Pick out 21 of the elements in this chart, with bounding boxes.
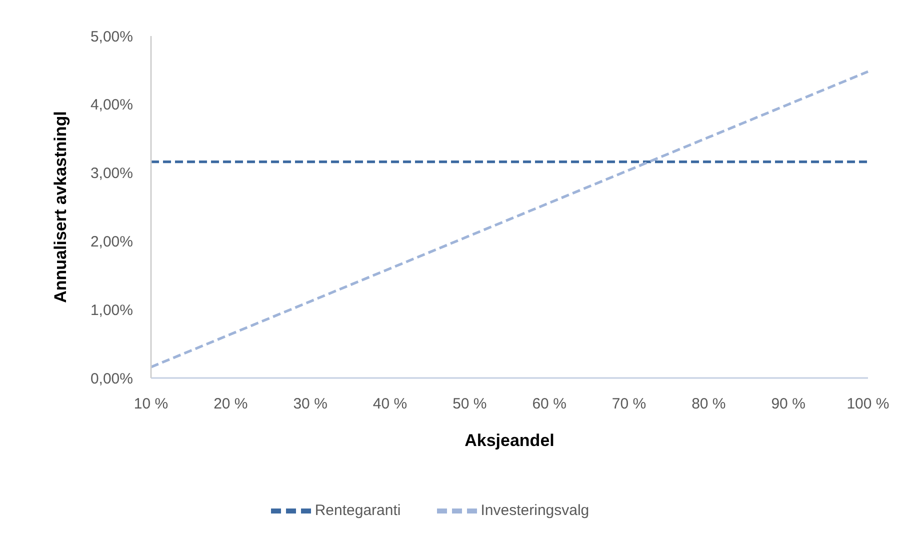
x-tick-label: 30 % <box>293 396 328 413</box>
x-tick-label: 50 % <box>452 396 487 413</box>
y-tick-label: 2,00% <box>90 234 133 251</box>
x-axis-title: Aksjeandel <box>464 431 554 450</box>
legend-label: Rentegaranti <box>314 502 401 519</box>
y-tick-label: 4,00% <box>90 96 133 114</box>
y-axis-title: Annualisert avkastningl <box>51 111 70 303</box>
x-tick-label: 80 % <box>692 396 726 413</box>
x-tick-label: 90 % <box>771 396 806 413</box>
y-tick-label: 3,00% <box>90 165 133 182</box>
y-tick-label: 5,00% <box>90 28 133 46</box>
x-tick-label: 10 % <box>134 396 168 413</box>
x-tick-label: 60 % <box>532 396 566 413</box>
x-tick-label: 70 % <box>612 396 646 413</box>
x-tick-label: 100 % <box>846 396 890 413</box>
x-tick-label: 20 % <box>214 396 248 413</box>
line-series <box>150 70 870 368</box>
y-tick-label: 1,00% <box>90 302 133 319</box>
legend-label: Investeringsvalg <box>480 502 590 519</box>
x-tick-label: 40 % <box>372 396 408 413</box>
y-tick-label: 0,00% <box>90 370 133 388</box>
